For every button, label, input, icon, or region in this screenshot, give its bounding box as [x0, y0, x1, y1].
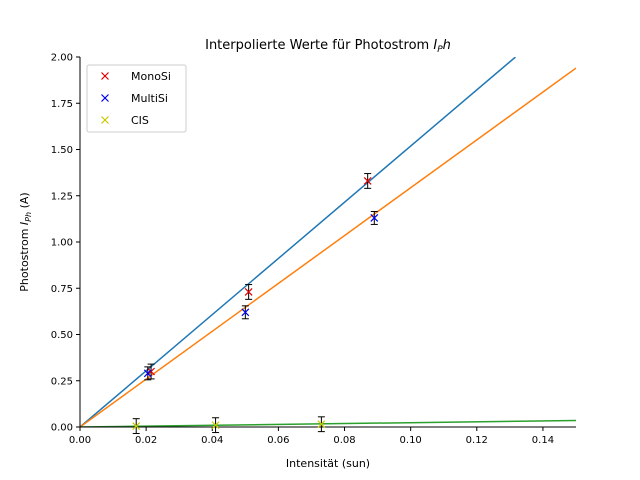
fit-line-2: [80, 67, 576, 427]
y-tick-label: 2.00: [51, 53, 73, 64]
marker-stroke: [244, 288, 253, 296]
fit-line-3: [80, 419, 576, 427]
chart-title-symbol: I: [433, 38, 437, 53]
y-tick-label: 0.75: [51, 284, 73, 295]
legend: MonoSi MultiSi CIS: [86, 64, 187, 133]
legend-item-cis: CIS: [101, 114, 149, 127]
data-point-cis: [132, 422, 141, 430]
legend-box: [86, 64, 187, 133]
marker-stroke: [317, 420, 326, 429]
y-tick-label: 0.25: [51, 376, 73, 387]
legend-label: CIS: [131, 114, 149, 127]
data-point-multisi: [370, 214, 379, 222]
y-axis-title-subscript: Ph: [24, 212, 33, 222]
data-point-monosi: [363, 177, 372, 185]
y-axis-title-text: Photostrom: [18, 225, 31, 292]
y-tick-label: 1.50: [51, 145, 73, 156]
y-tick-label: 0.50: [51, 330, 73, 341]
fit-line-1: [80, 57, 516, 427]
data-point-cis: [211, 421, 220, 430]
x-axis-title: Intensität (sun): [286, 457, 370, 470]
y-axis-title-symbol: I: [18, 222, 31, 225]
legend-marker: [101, 116, 109, 124]
x-tick-label: 0.12: [466, 435, 488, 446]
x-tick-label: 0.06: [267, 435, 289, 446]
y-tick-label: 1.00: [51, 238, 73, 249]
chart-title-subscript: P: [437, 45, 443, 55]
y-axis-title: Photostrom IPh (A): [18, 192, 33, 291]
legend-marker: [101, 72, 109, 80]
chart-title-tail: h: [443, 38, 451, 53]
x-tick-label: 0.08: [333, 435, 355, 446]
x-tick-label: 0.10: [400, 435, 422, 446]
chart-title-text: Interpolierte Werte für Photostrom: [205, 38, 433, 53]
legend-item-monosi: MonoSi: [101, 70, 171, 83]
legend-marker: [101, 94, 109, 102]
y-tick-label: 1.75: [51, 99, 73, 110]
marker-stroke: [370, 214, 379, 222]
marker-stroke: [132, 422, 141, 430]
y-axis-title-tail: (A): [18, 192, 31, 212]
marker-stroke: [143, 369, 152, 378]
data-point-monosi: [244, 288, 253, 296]
legend-label: MultiSi: [131, 92, 168, 105]
marker-stroke: [363, 177, 372, 185]
x-tick-label: 0.04: [201, 435, 223, 446]
legend-item-multisi: MultiSi: [101, 92, 168, 105]
data-point-multisi: [241, 308, 250, 317]
y-tick-label: 1.25: [51, 191, 73, 202]
marker-stroke: [241, 308, 250, 317]
marker-stroke: [211, 421, 220, 430]
legend-label: MonoSi: [131, 70, 171, 83]
x-tick-label: 0.00: [69, 435, 91, 446]
data-point-multisi: [143, 369, 152, 378]
x-tick-label: 0.02: [135, 435, 157, 446]
plot-area: 0.00 0.02 0.04 0.06 0.08 0.10 0.12 0.14 0.00 0.25…: [51, 53, 576, 446]
y-tick-label: 0.00: [51, 423, 73, 434]
x-tick-label: 0.14: [532, 435, 554, 446]
chart-title: Interpolierte Werte für Photostrom IPh: [205, 38, 451, 55]
data-point-cis: [317, 420, 326, 429]
